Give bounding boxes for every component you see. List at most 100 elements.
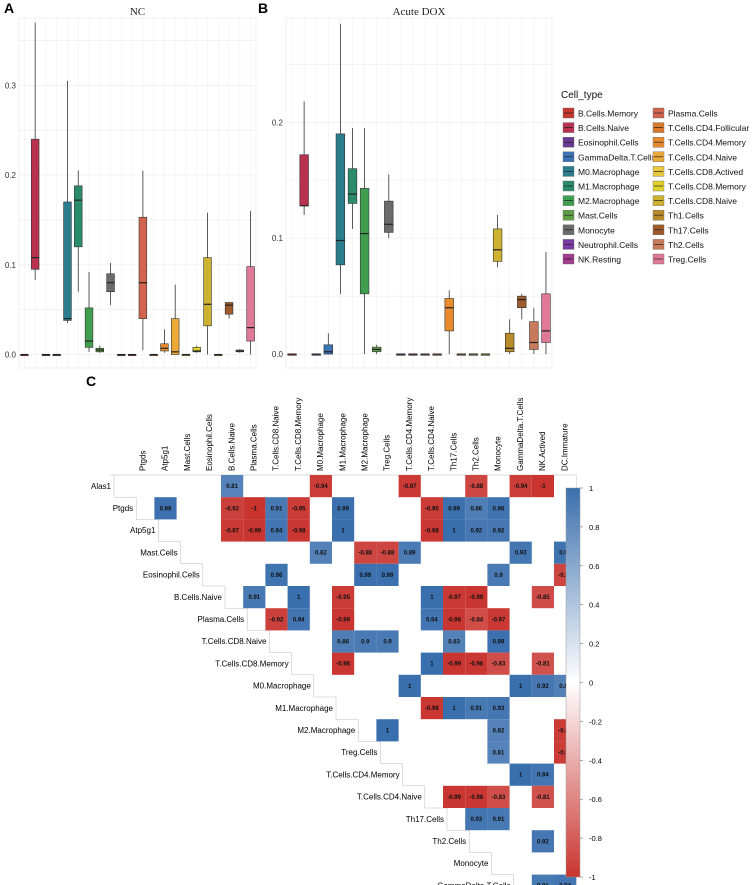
heatmap-cell xyxy=(465,697,488,720)
heatmap-cell-value: 0.91 xyxy=(493,817,505,823)
heatmap-col-label: DC.Immature xyxy=(560,423,569,471)
heatmap-cell-value: 0.9 xyxy=(361,640,370,646)
heatmap-row-label: T.Cells.CD8.Naive xyxy=(201,637,266,646)
heatmap-cell-value: 1 xyxy=(519,773,523,779)
heatmap-cell xyxy=(443,697,466,720)
heatmap-cell xyxy=(420,697,443,720)
heatmap-cell xyxy=(265,519,288,542)
heatmap-cell xyxy=(531,652,554,675)
legend-entry-label: Th1.Cells xyxy=(668,211,704,221)
heatmap-col-label: Treg.Cells xyxy=(383,435,392,471)
colorbar-tick-label: -0.2 xyxy=(589,717,602,726)
legend-entry-label: T.Cells.CD8.Naive xyxy=(668,196,737,206)
legend-entry-label: M0.Macrophage xyxy=(578,167,640,177)
heatmap-cell xyxy=(465,519,488,542)
heatmap-cell-value: -0.97 xyxy=(447,595,461,601)
legend-entry-label: B.Cells.Naive xyxy=(578,123,629,133)
box-body xyxy=(246,266,255,342)
heatmap-cell-value: -0.84 xyxy=(469,617,483,623)
box-body xyxy=(203,257,212,327)
heatmap-cell-value: -1 xyxy=(540,484,546,490)
heatmap-col-label: Monocyte xyxy=(494,436,503,471)
heatmap-cell xyxy=(487,719,510,742)
cell-type-legend: Cell_type B.Cells.Memory B.Cells.Naive Eosi… xyxy=(561,90,749,265)
heatmap-col-label: T.Cells.CD4.Naive xyxy=(427,406,436,471)
heatmap-cell-value: 1 xyxy=(408,684,412,690)
box-body xyxy=(505,332,515,353)
heatmap-cell xyxy=(154,497,177,520)
heatmap-cell-value: 0.92 xyxy=(537,684,549,690)
box-body xyxy=(347,168,358,204)
box-body xyxy=(335,133,346,266)
heatmap-cell-value: 0.96 xyxy=(271,573,283,579)
heatmap-row-label: M1.Macrophage xyxy=(275,704,333,713)
heatmap-cell xyxy=(398,674,421,697)
heatmap-cell xyxy=(531,674,554,697)
y-tick-label: 0.0 xyxy=(5,351,17,360)
heatmap-cell xyxy=(332,608,355,631)
box-body xyxy=(444,298,454,332)
heatmap-col-label: M0.Macrophage xyxy=(316,413,325,471)
heatmap-col-label: T.Cells.CD8.Memory xyxy=(294,398,303,471)
heatmap-row-label: B.Cells.Naive xyxy=(174,593,223,602)
legend-entry-label: Th17.Cells xyxy=(668,225,709,235)
heatmap-col-label: Mast.Cells xyxy=(183,434,192,471)
box-body xyxy=(541,293,551,343)
heatmap-row-label: T.Cells.CD8.Memory xyxy=(215,659,288,668)
heatmap-cell-value: -0.95 xyxy=(558,751,572,757)
heatmap-cell-value: -0.98 xyxy=(336,662,350,668)
heatmap-row-label: Th2.Cells xyxy=(432,837,466,846)
heatmap-cell xyxy=(531,785,554,808)
heatmap-cell-value: 0.93 xyxy=(493,706,505,712)
heatmap-cell xyxy=(265,497,288,520)
heatmap-cell-value: -0.81 xyxy=(536,662,550,668)
heatmap-col-label: T.Cells.CD4.Memory xyxy=(405,398,414,471)
heatmap-cell-value: 0.81 xyxy=(493,751,505,757)
heatmap-col-label: NK.Actived xyxy=(538,431,547,471)
legend-title: Cell_type xyxy=(561,90,603,101)
heatmap-cell-value: -0.98 xyxy=(425,706,439,712)
heatmap-cell xyxy=(221,519,244,542)
heatmap-cell-value: -0.95 xyxy=(292,506,306,512)
heatmap-row-label: Ptgds xyxy=(113,504,133,513)
colorbar-tick-label: 0.8 xyxy=(589,523,599,532)
correlation-heatmap: Alas1 Ptgds Atp5g1 Mast.Cells Eosinophil.Cel… xyxy=(91,398,577,885)
heatmap-cell xyxy=(354,630,377,653)
heatmap-col-label: Plasma.Cells xyxy=(250,424,259,471)
heatmap-cell xyxy=(487,519,510,542)
heatmap-cell-value: 0.99 xyxy=(160,506,172,512)
box-body xyxy=(323,344,333,355)
y-tick-label: 0.1 xyxy=(5,261,17,270)
box-body xyxy=(84,307,94,348)
heatmap-cell xyxy=(309,475,332,498)
heatmap-cell xyxy=(509,475,532,498)
heatmap-cell-value: 0.9 xyxy=(494,573,503,579)
heatmap-cell-value: -0.99 xyxy=(336,617,350,623)
heatmap-cell xyxy=(487,785,510,808)
legend-entry-label: Monocyte xyxy=(578,225,615,235)
panel-title: Acute DOX xyxy=(393,6,446,18)
y-tick-label: 0.3 xyxy=(5,81,17,90)
heatmap-cell-value: -0.99 xyxy=(447,795,461,801)
heatmap-cell-value: 0.86 xyxy=(337,640,349,646)
heatmap-cell xyxy=(531,874,554,885)
heatmap-cell-value: -0.99 xyxy=(469,595,483,601)
heatmap-cell-value: -0.95 xyxy=(425,506,439,512)
heatmap-cell-value: 1 xyxy=(386,728,390,734)
box-body xyxy=(384,200,394,233)
colorbar-tick-label: -1 xyxy=(589,873,596,882)
plot-background xyxy=(18,17,257,369)
heatmap-cell-value: 0.93 xyxy=(470,817,482,823)
heatmap-cell-value: -0.88 xyxy=(381,551,395,557)
heatmap-cell xyxy=(443,652,466,675)
heatmap-cell xyxy=(420,519,443,542)
heatmap-cell xyxy=(287,519,310,542)
heatmap-cell xyxy=(398,541,421,564)
y-tick-label: 0.1 xyxy=(272,234,284,243)
heatmap-cell-value: -0.92 xyxy=(270,617,284,623)
heatmap-cell xyxy=(487,497,510,520)
heatmap-row-label: T.Cells.CD4.Memory xyxy=(326,770,399,779)
box-body xyxy=(74,185,83,248)
heatmap-cell xyxy=(420,497,443,520)
heatmap-cell xyxy=(443,519,466,542)
